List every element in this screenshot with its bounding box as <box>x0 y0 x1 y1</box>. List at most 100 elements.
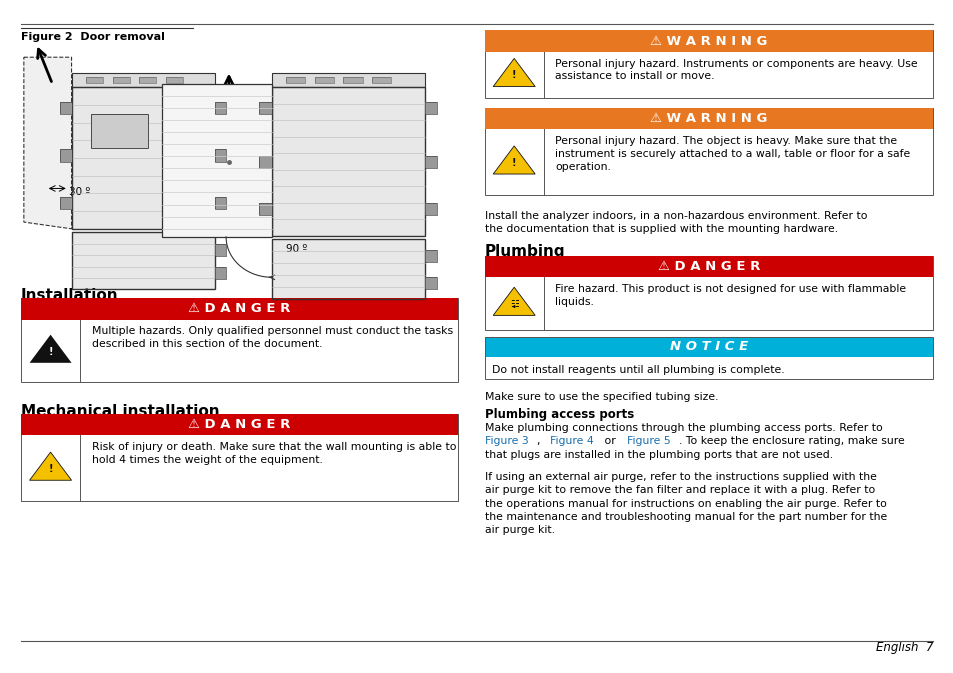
Bar <box>272 73 424 87</box>
Bar <box>139 77 156 83</box>
Bar <box>424 277 436 289</box>
Bar <box>214 267 226 279</box>
Bar <box>71 87 214 229</box>
Text: N O T I C E: N O T I C E <box>669 340 747 353</box>
Text: Plumbing: Plumbing <box>484 244 565 258</box>
Text: Figure 3: Figure 3 <box>484 436 528 446</box>
Bar <box>484 108 932 195</box>
Text: Do not install reagents until all plumbing is complete.: Do not install reagents until all plumbi… <box>492 365 784 375</box>
Bar <box>286 77 305 83</box>
Bar <box>21 414 457 501</box>
Bar <box>484 256 932 277</box>
Bar <box>286 77 305 83</box>
Text: !: ! <box>49 347 52 357</box>
Bar <box>484 256 932 330</box>
Bar <box>214 197 226 209</box>
Text: 90 º: 90 º <box>286 244 307 254</box>
Text: !: ! <box>512 71 516 81</box>
Bar <box>259 156 272 168</box>
Bar <box>91 114 148 148</box>
Bar <box>86 77 103 83</box>
Bar <box>372 77 391 83</box>
Text: Personal injury hazard. The object is heavy. Make sure that the
instrument is se: Personal injury hazard. The object is he… <box>555 136 909 172</box>
Text: ⚠ W A R N I N G: ⚠ W A R N I N G <box>649 112 767 125</box>
Bar <box>112 77 130 83</box>
Text: ⚠ D A N G E R: ⚠ D A N G E R <box>657 260 760 273</box>
Bar <box>166 77 183 83</box>
Polygon shape <box>493 146 535 174</box>
Bar <box>214 102 226 114</box>
Bar <box>71 73 214 87</box>
Bar <box>424 102 436 114</box>
Bar <box>60 149 71 162</box>
Polygon shape <box>30 334 71 363</box>
Bar <box>343 77 362 83</box>
Text: ⚠ D A N G E R: ⚠ D A N G E R <box>188 302 291 316</box>
Bar <box>272 87 424 236</box>
Bar <box>424 102 436 114</box>
Text: Mechanical installation: Mechanical installation <box>21 404 219 419</box>
Bar <box>484 336 932 379</box>
Text: or: or <box>600 436 619 446</box>
Bar <box>484 30 932 98</box>
Text: If using an external air purge, refer to the instructions supplied with the
air : If using an external air purge, refer to… <box>484 472 886 534</box>
Text: Personal injury hazard. Instruments or components are heavy. Use
assistance to i: Personal injury hazard. Instruments or c… <box>555 59 917 81</box>
Bar <box>314 77 334 83</box>
Text: Risk of injury or death. Make sure that the wall mounting is able to
hold 4 time: Risk of injury or death. Make sure that … <box>91 442 456 465</box>
Bar <box>214 244 226 256</box>
Polygon shape <box>493 59 535 87</box>
Bar <box>21 414 457 435</box>
Text: Install the analyzer indoors, in a non-hazardous environment. Refer to
the docum: Install the analyzer indoors, in a non-h… <box>484 211 866 234</box>
Text: that plugs are installed in the plumbing ports that are not used.: that plugs are installed in the plumbing… <box>484 450 832 460</box>
Bar <box>272 239 424 299</box>
Text: !: ! <box>512 158 516 168</box>
Text: Installation: Installation <box>21 288 118 303</box>
Bar <box>314 77 334 83</box>
Bar <box>21 298 457 382</box>
Polygon shape <box>30 452 71 481</box>
Bar <box>60 102 71 114</box>
Bar <box>259 203 272 215</box>
Bar <box>21 298 457 320</box>
Bar <box>484 336 932 357</box>
Text: Make plumbing connections through the plumbing access ports. Refer to: Make plumbing connections through the pl… <box>484 423 882 433</box>
Bar <box>272 73 424 87</box>
Bar <box>60 149 71 162</box>
Bar <box>60 102 71 114</box>
Bar <box>60 197 71 209</box>
Polygon shape <box>493 287 535 316</box>
Bar <box>259 156 272 168</box>
Text: ,: , <box>536 436 543 446</box>
Text: Fire hazard. This product is not designed for use with flammable
liquids.: Fire hazard. This product is not designe… <box>555 284 905 307</box>
Bar <box>424 203 436 215</box>
Bar <box>424 156 436 168</box>
Bar <box>214 197 226 209</box>
Bar <box>424 203 436 215</box>
Bar <box>112 77 130 83</box>
Text: 30 º: 30 º <box>69 187 90 197</box>
Bar <box>71 232 214 289</box>
Text: •: • <box>511 303 517 312</box>
Bar <box>139 77 156 83</box>
Bar <box>424 250 436 262</box>
Bar <box>259 102 272 114</box>
Text: !: ! <box>49 464 52 474</box>
Text: ☷: ☷ <box>509 299 518 310</box>
Bar <box>259 203 272 215</box>
Bar <box>272 239 424 299</box>
Text: English  7: English 7 <box>875 641 932 654</box>
Bar <box>86 77 103 83</box>
Text: ⚠ W A R N I N G: ⚠ W A R N I N G <box>649 34 767 48</box>
Bar <box>214 244 226 256</box>
Bar <box>91 114 148 148</box>
Text: Plumbing access ports: Plumbing access ports <box>484 408 633 421</box>
Text: Figure 5: Figure 5 <box>627 436 670 446</box>
Text: Multiple hazards. Only qualified personnel must conduct the tasks
described in t: Multiple hazards. Only qualified personn… <box>91 326 453 349</box>
Bar <box>424 277 436 289</box>
Bar <box>343 77 362 83</box>
Bar <box>214 267 226 279</box>
Bar <box>71 232 214 289</box>
Bar <box>424 250 436 262</box>
Bar <box>484 30 932 52</box>
Text: ⚠ D A N G E R: ⚠ D A N G E R <box>188 418 291 431</box>
